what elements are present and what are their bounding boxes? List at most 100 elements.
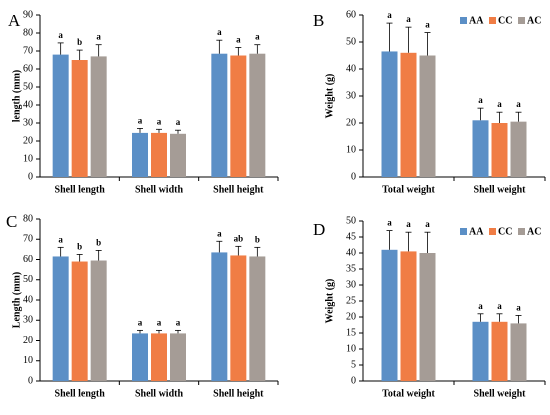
bar-aa xyxy=(52,54,69,177)
chart-panel-d: D 0 5 10 15 20 25 30 35 40 45 50 Weight (g) Total wei… xyxy=(313,215,546,399)
y-tick-label: 0 xyxy=(28,171,33,182)
bar-ac xyxy=(249,256,266,381)
significance-label: a xyxy=(478,301,483,311)
y-tick-label: 50 xyxy=(346,36,356,47)
bar-ac xyxy=(510,121,527,177)
significance-label: a xyxy=(96,32,101,42)
bar-cc xyxy=(400,251,417,381)
bar-aa xyxy=(132,132,148,177)
y-tick-label: 30 xyxy=(23,117,33,128)
y-tick-label: 20 xyxy=(346,117,356,128)
bar-aa xyxy=(211,53,228,178)
bar-cc xyxy=(151,132,167,177)
y-tick-label: 50 xyxy=(23,274,33,285)
panel-letter: B xyxy=(313,11,324,30)
significance-label: b xyxy=(255,234,260,244)
category-label: Shell weight xyxy=(474,184,527,195)
y-tick-label: 40 xyxy=(346,247,356,258)
y-tick-label: 40 xyxy=(23,99,33,110)
y-tick-label: 20 xyxy=(23,335,33,346)
legend-label: AC xyxy=(527,226,541,237)
y-tick-label: 50 xyxy=(23,81,33,92)
legend: AA CC AC xyxy=(460,15,541,26)
bar-ac xyxy=(90,56,107,177)
legend-swatch-ac xyxy=(518,228,525,235)
significance-label: a xyxy=(406,219,411,229)
y-tick-label: 0 xyxy=(351,171,356,182)
significance-label: a xyxy=(387,10,392,20)
y-tick-label: 70 xyxy=(23,45,33,56)
y-tick-label: 10 xyxy=(23,153,33,164)
y-tick-label: 30 xyxy=(346,279,356,290)
significance-label: a xyxy=(217,228,222,238)
bar-aa xyxy=(472,120,489,177)
y-tick-label: 90 xyxy=(23,9,33,20)
y-axis-title: Weight (g) xyxy=(324,74,335,119)
panel-letter: C xyxy=(6,212,17,231)
category-label: Shell height xyxy=(213,184,264,195)
bar-cc xyxy=(71,60,88,177)
significance-label: a xyxy=(387,218,392,228)
significance-label: b xyxy=(96,237,101,247)
category-label: Total weight xyxy=(382,184,435,195)
significance-label: a xyxy=(138,317,143,327)
significance-label: a xyxy=(425,20,430,30)
bar-ac xyxy=(170,333,186,381)
y-tick-label: 30 xyxy=(346,90,356,101)
bar-ac xyxy=(170,133,186,177)
legend-swatch-ac xyxy=(518,17,525,24)
y-tick-label: 25 xyxy=(346,295,356,306)
category-label: Shell width xyxy=(135,184,184,195)
legend-label: CC xyxy=(498,15,512,26)
bar-cc xyxy=(491,321,508,381)
significance-label: a xyxy=(516,99,521,109)
significance-label: a xyxy=(157,317,162,327)
bar-aa xyxy=(52,256,69,381)
y-tick-label: 10 xyxy=(346,144,356,155)
bar-ac xyxy=(510,323,527,381)
significance-label: a xyxy=(138,115,143,125)
bar-ac xyxy=(90,260,107,381)
significance-label: a xyxy=(157,116,162,126)
y-axis-title: Weight (g) xyxy=(324,279,335,324)
significance-label: ab xyxy=(234,233,244,243)
legend-label: AC xyxy=(527,15,541,26)
category-label: Shell length xyxy=(55,388,106,399)
y-tick-label: 70 xyxy=(23,234,33,245)
significance-label: a xyxy=(497,301,502,311)
significance-label: a xyxy=(176,317,181,327)
legend-swatch-cc xyxy=(489,17,496,24)
bar-cc xyxy=(71,261,88,381)
significance-label: a xyxy=(497,99,502,109)
bar-cc xyxy=(230,55,247,177)
y-tick-label: 80 xyxy=(23,27,33,38)
bar-cc xyxy=(491,123,508,177)
significance-label: a xyxy=(478,95,483,105)
legend-label: AA xyxy=(469,226,484,237)
y-axis-title: Length (mm) xyxy=(11,272,22,328)
significance-label: a xyxy=(516,302,521,312)
category-label: Total weight xyxy=(382,388,435,399)
significance-label: a xyxy=(58,234,63,244)
bar-aa xyxy=(132,333,148,381)
legend-swatch-cc xyxy=(489,228,496,235)
legend-label: CC xyxy=(498,226,512,237)
y-tick-label: 50 xyxy=(346,215,356,226)
significance-label: a xyxy=(58,30,63,40)
y-tick-label: 30 xyxy=(23,315,33,326)
y-tick-label: 60 xyxy=(23,254,33,265)
legend: AA CC AC xyxy=(460,226,541,237)
significance-label: b xyxy=(77,241,82,251)
bar-cc xyxy=(230,255,247,381)
y-tick-label: 5 xyxy=(351,359,356,370)
bar-aa xyxy=(381,51,398,178)
chart-panel-a: A 0 10 20 30 40 50 60 70 80 90 length (mm) Shell len… xyxy=(8,9,279,195)
y-tick-label: 10 xyxy=(346,343,356,354)
legend-swatch-aa xyxy=(460,228,467,235)
bar-aa xyxy=(381,249,398,381)
y-tick-label: 0 xyxy=(28,375,33,386)
bar-cc xyxy=(151,333,167,381)
y-tick-label: 35 xyxy=(346,263,356,274)
